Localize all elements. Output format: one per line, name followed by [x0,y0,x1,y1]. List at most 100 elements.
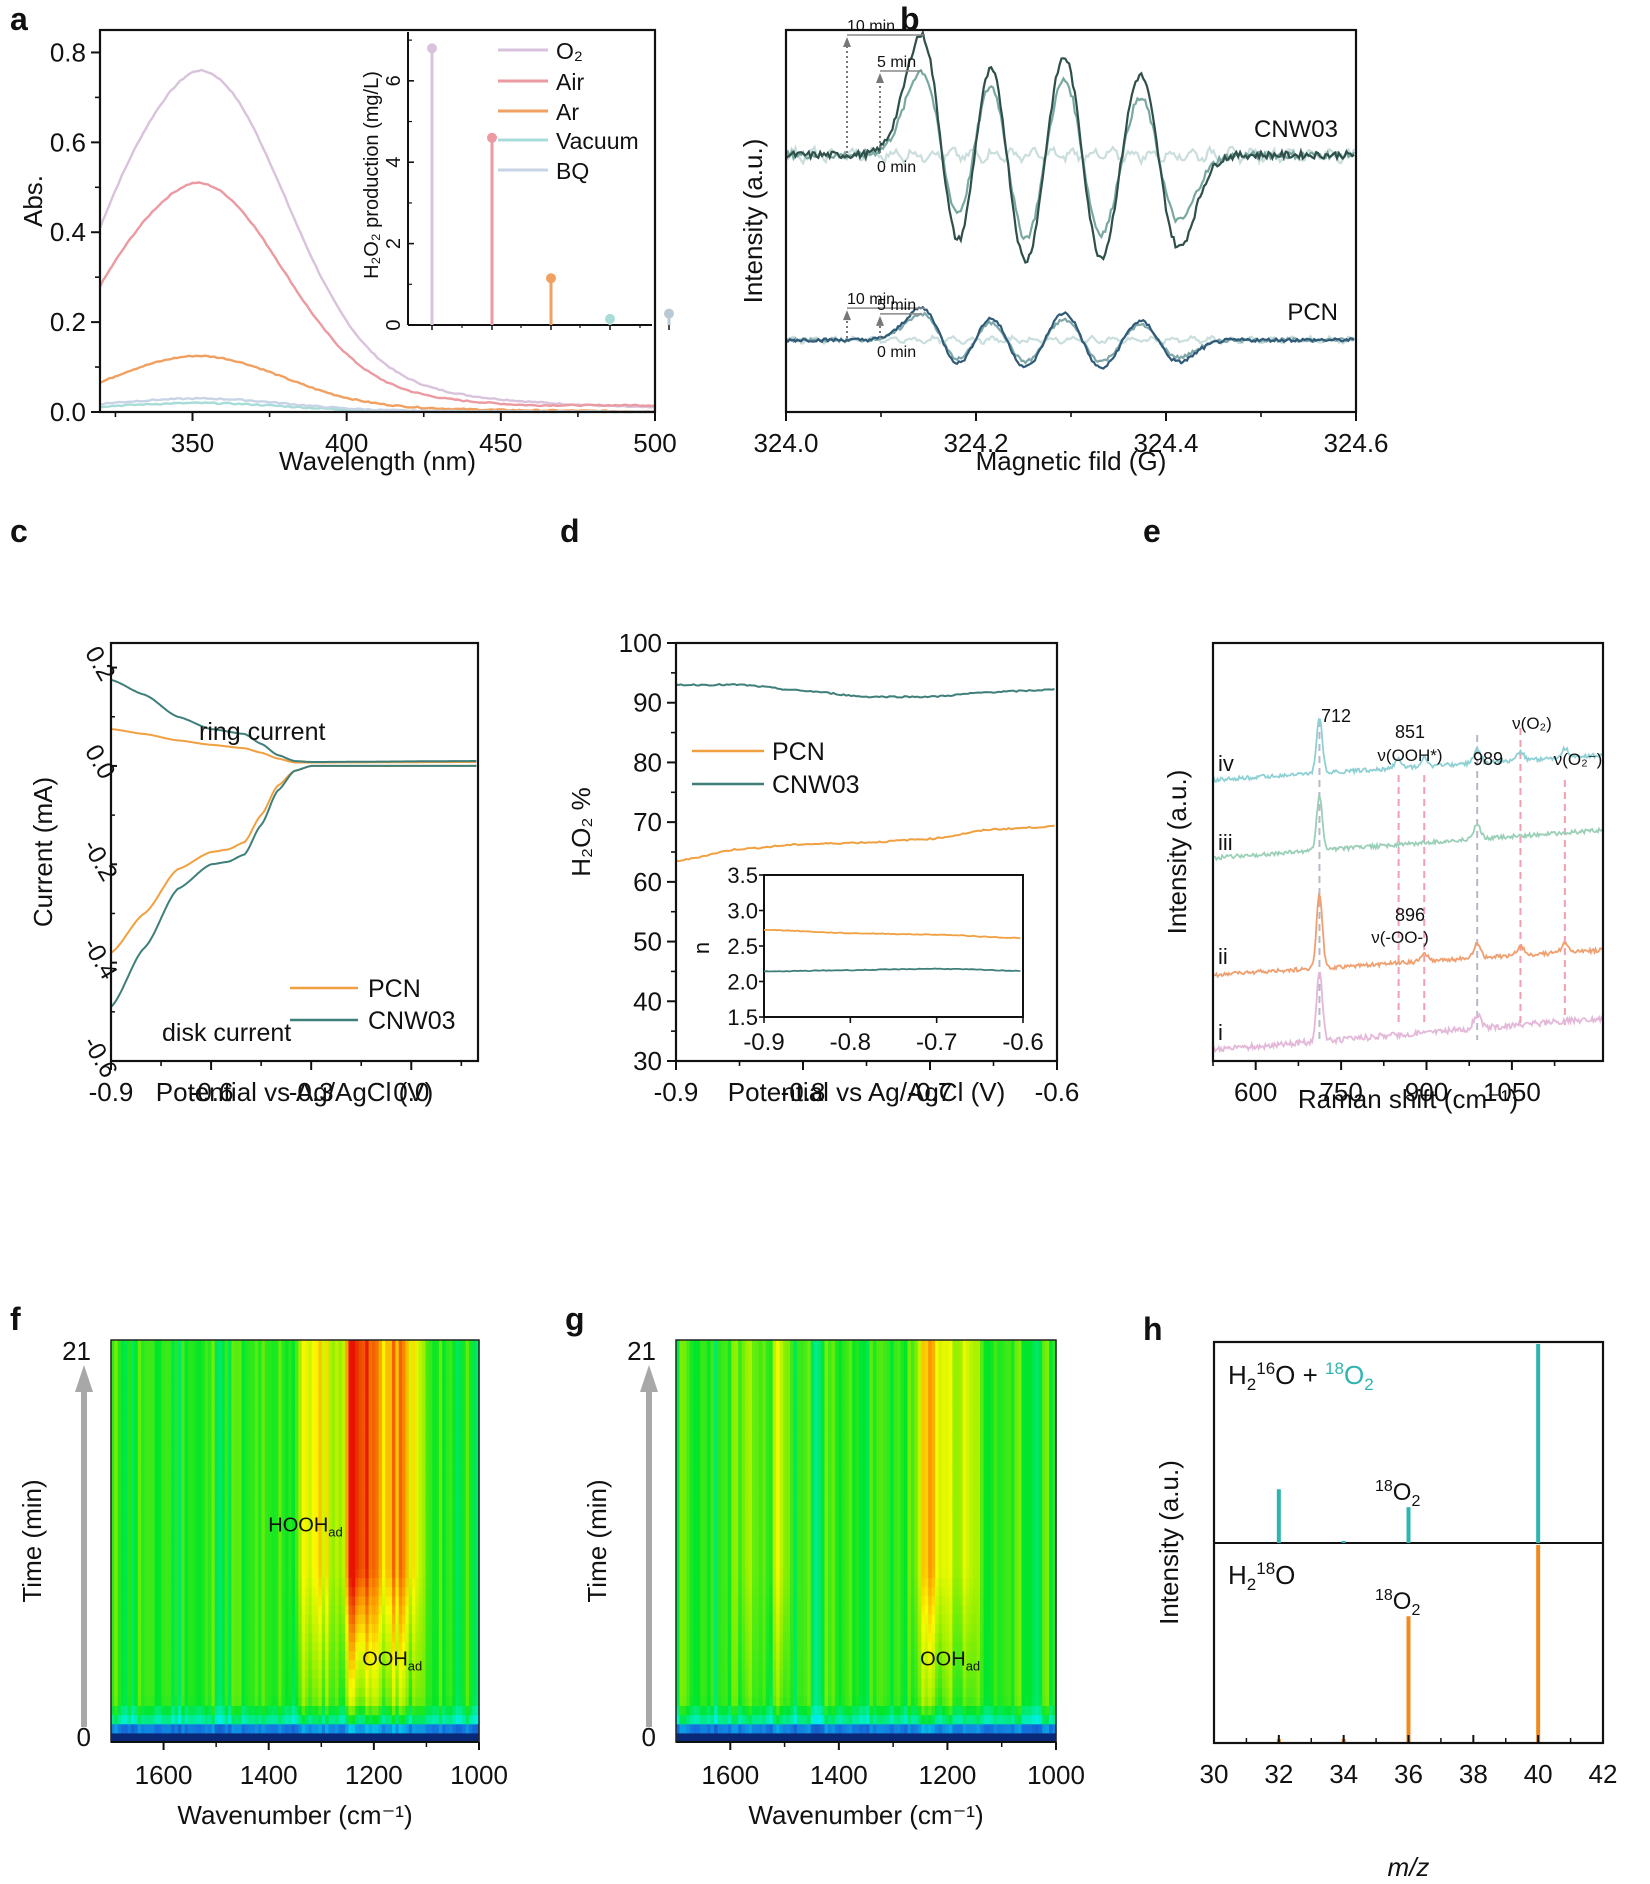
heatmap-cell [355,1531,360,1542]
heatmap-cell [388,1678,393,1688]
heatmap-cell [458,1678,463,1688]
heatmap-cell [432,1659,437,1670]
heatmap-cell [117,1687,122,1697]
heatmap-cell [348,1641,353,1652]
heatmap-cell [208,1513,212,1524]
heatmap-cell [318,1449,323,1460]
heatmap-cell [358,1404,363,1414]
heatmap-cell [375,1650,380,1661]
heatmap-cell [422,1467,426,1478]
heatmap-cell [131,1568,135,1579]
heatmap-cell [111,1732,115,1743]
heatmap-cell [455,1541,460,1551]
heatmap-cell [469,1404,473,1414]
heatmap-cell [361,1358,366,1368]
heatmap-cell [124,1577,129,1588]
heatmap-cell [321,1632,326,1643]
heatmap-cell [201,1513,206,1524]
heatmap-cell [325,1577,329,1588]
heatmap-cell [124,1440,129,1451]
heatmap-cell [191,1614,196,1624]
heatmap-cell [221,1541,226,1551]
heatmap-cell [475,1477,480,1487]
heatmap-cell [301,1595,306,1606]
heatmap-cell [174,1486,179,1496]
heatmap-cell [164,1522,169,1533]
heatmap-cell [191,1705,196,1716]
heatmap-cell [382,1522,386,1533]
heatmap-cell [351,1385,356,1396]
heatmap-cell [301,1678,306,1688]
heatmap-cell [151,1422,155,1432]
heatmap-cell [114,1385,119,1396]
heatmap-cell [375,1559,380,1569]
heatmap-cell [305,1577,309,1588]
heatmap-cell [271,1732,276,1743]
heatmap-cell [465,1623,470,1633]
heatmap-cell [422,1358,426,1368]
heatmap-cell [408,1413,413,1423]
heatmap-cell [375,1687,380,1697]
heatmap-cell [412,1595,416,1606]
heatmap-cell [318,1650,323,1661]
heatmap-cell [288,1467,293,1478]
heatmap-cell [231,1404,236,1414]
heatmap-cell [238,1614,242,1624]
heatmap-cell [201,1714,206,1725]
heatmap-cell [475,1586,480,1597]
heatmap-cell [194,1385,199,1396]
heatmap-cell [127,1413,132,1423]
x-axis-label: Wavelength (nm) [279,446,476,476]
heatmap-cell [351,1431,356,1442]
heatmap-cell [191,1714,196,1725]
heatmap-cell [214,1385,219,1396]
heatmap-cell [251,1641,256,1652]
heatmap-cell [355,1358,360,1368]
heatmap-cell [204,1486,209,1496]
heatmap-cell [124,1394,129,1405]
heatmap-cell [405,1732,410,1743]
heatmap-cell [111,1513,115,1524]
heatmap-cell [358,1595,363,1606]
heatmap-cell [157,1714,162,1725]
heatmap-cell [295,1477,299,1487]
heatmap-cell [438,1550,443,1560]
heatmap-cell [355,1513,360,1524]
heatmap-cell [281,1659,286,1670]
heatmap-cell [174,1714,179,1725]
heatmap-cell [127,1650,132,1661]
heatmap-cell [164,1458,169,1469]
heatmap-cell [321,1595,326,1606]
heatmap-cell [305,1614,309,1624]
heatmap-cell [211,1568,216,1579]
heatmap-cell [361,1394,366,1405]
heatmap-cell [301,1458,306,1469]
heatmap-cell [348,1714,353,1725]
heatmap-cell [234,1404,239,1414]
heatmap-cell [174,1550,179,1560]
heatmap-cell [472,1449,477,1460]
heatmap-cell [134,1623,139,1633]
heatmap-cell [469,1458,473,1469]
heatmap-cell [331,1376,336,1387]
heatmap-cell [418,1467,423,1478]
heatmap-cell [131,1541,135,1551]
heatmap-cell [291,1349,296,1359]
heatmap-cell [375,1668,380,1679]
heatmap-cell [375,1477,380,1487]
heatmap-cell [231,1458,236,1469]
heatmap-cell [308,1440,313,1451]
heatmap-cell [164,1541,169,1551]
heatmap-cell [187,1413,192,1423]
heatmap-cell [398,1678,403,1688]
heatmap-cell [121,1687,125,1697]
heatmap-cell [251,1349,256,1359]
heatmap-cell [211,1367,216,1378]
heatmap-cell [375,1431,380,1442]
heatmap-cell [134,1586,139,1597]
heatmap-cell [261,1367,266,1378]
heatmap-cell [321,1349,326,1359]
heatmap-cell [268,1349,273,1359]
heatmap-cell [345,1550,350,1560]
heatmap-cell [301,1614,306,1624]
